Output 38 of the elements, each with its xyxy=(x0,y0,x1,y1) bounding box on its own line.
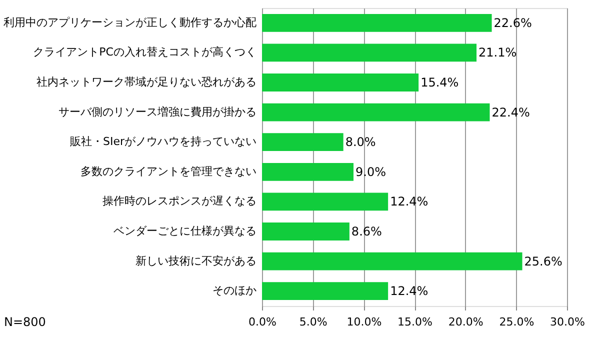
text: N=800 xyxy=(4,315,46,329)
x-tick-label: 20.0% xyxy=(448,316,484,328)
x-tick-label: 0.0% xyxy=(248,316,276,328)
y-tick-label: 利用中のアプリケーションが正しく動作するか心配 xyxy=(4,16,256,29)
y-tick-label: ベンダーごとに仕様が異なる xyxy=(114,224,256,238)
y-tick-label: 操作時のレスポンスが遅くなる xyxy=(102,194,256,208)
bar xyxy=(262,133,344,152)
bar xyxy=(262,74,419,92)
bar xyxy=(262,192,388,211)
bar xyxy=(262,44,477,62)
data-label: 8.6% xyxy=(351,224,382,238)
data-label: 22.6% xyxy=(494,16,532,30)
bar xyxy=(262,103,490,122)
data-label: 21.1% xyxy=(478,46,517,60)
x-tick-label: 10.0% xyxy=(346,316,382,328)
data-label: 12.4% xyxy=(390,284,428,298)
data-label: 15.4% xyxy=(420,76,459,90)
bar xyxy=(262,252,522,270)
x-tick-label: 15.0% xyxy=(398,316,432,328)
data-label: 12.4% xyxy=(390,194,428,209)
bar xyxy=(262,222,350,240)
y-tick-label: そのほか xyxy=(212,284,256,298)
y-tick-label: 販社・SIerがノウハウを持っていない xyxy=(70,135,256,148)
bar xyxy=(262,14,492,32)
bar xyxy=(262,282,388,300)
x-tick-label: 5.0% xyxy=(299,316,328,328)
y-tick-label: クライアントPCの入れ替えコストが高くつく xyxy=(33,46,256,59)
bar xyxy=(262,162,354,181)
x-tick-label: 30.0% xyxy=(550,316,585,328)
data-label: 22.4% xyxy=(492,105,530,120)
y-tick-label: 社内ネットワーク帯域が足りない恐れがある xyxy=(36,76,256,88)
y-tick-label: サーバ側のリソース増強に費用が掛かる xyxy=(58,105,256,118)
data-label: 25.6% xyxy=(524,254,562,268)
y-tick-label: 新しい技術に不安がある xyxy=(136,254,256,268)
y-tick-label: 多数のクライアントを管理できない xyxy=(80,164,256,178)
data-label: 9.0% xyxy=(356,164,386,179)
x-tick-label: 25.0% xyxy=(499,316,534,328)
data-label: 8.0% xyxy=(345,135,376,150)
